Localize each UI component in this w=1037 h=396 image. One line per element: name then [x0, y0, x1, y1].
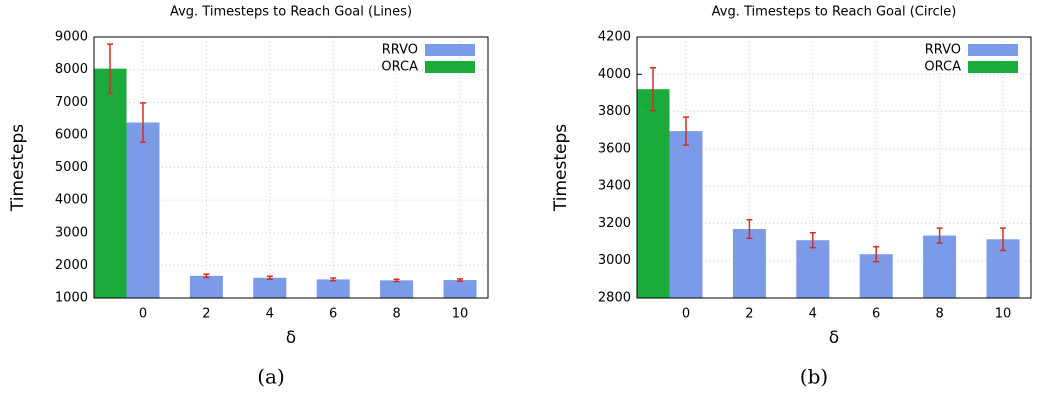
- caption: (b): [800, 365, 828, 389]
- bar: [669, 131, 703, 298]
- legend-swatch: [968, 61, 1018, 73]
- x-tick-label: 2: [202, 307, 210, 322]
- y-tick-label: 3600: [598, 141, 631, 156]
- plot-frame: [93, 36, 489, 299]
- y-tick-label: 2800: [598, 291, 631, 306]
- y-tick-label: 8000: [55, 62, 88, 77]
- y-tick-label: 4200: [598, 30, 631, 45]
- legend-label: RRVO: [382, 43, 418, 58]
- y-tick-label: 6000: [55, 127, 88, 142]
- legend-swatch: [425, 44, 475, 56]
- x-tick-label: 10: [995, 307, 1012, 322]
- x-tick-label: 10: [452, 307, 469, 322]
- x-tick-label: 4: [266, 307, 274, 322]
- chart-title: Avg. Timesteps to Reach Goal (Lines): [170, 5, 412, 20]
- bar: [189, 275, 223, 298]
- y-tick-label: 9000: [55, 30, 88, 45]
- bar: [93, 68, 127, 299]
- x-tick-label: 6: [872, 307, 880, 322]
- x-tick-label: 8: [392, 307, 400, 322]
- legend-label: ORCA: [381, 60, 418, 75]
- y-tick-label: 1000: [55, 291, 88, 306]
- x-tick-label: 0: [139, 307, 147, 322]
- bar: [443, 280, 477, 298]
- bar: [253, 277, 287, 298]
- y-tick-label: 3800: [598, 104, 631, 119]
- x-tick-label: 4: [809, 307, 817, 322]
- caption: (a): [257, 365, 285, 389]
- y-tick-label: 4000: [55, 193, 88, 208]
- bar: [636, 89, 670, 298]
- legend-swatch: [968, 44, 1018, 56]
- bar: [732, 229, 766, 298]
- legend-label: RRVO: [925, 43, 961, 58]
- legend-swatch: [425, 61, 475, 73]
- bar: [923, 235, 957, 298]
- chart-title: Avg. Timesteps to Reach Goal (Circle): [712, 5, 957, 20]
- legend-label: ORCA: [924, 60, 961, 75]
- x-axis-label: δ: [286, 328, 296, 348]
- plot-frame: [636, 36, 1032, 299]
- y-tick-label: 3200: [598, 216, 631, 231]
- y-tick-label: 3400: [598, 179, 631, 194]
- y-tick-label: 3000: [55, 225, 88, 240]
- bar: [796, 240, 830, 298]
- y-tick-label: 4000: [598, 67, 631, 82]
- x-tick-label: 8: [935, 307, 943, 322]
- y-tick-label: 2000: [55, 258, 88, 273]
- y-tick-label: 3000: [598, 253, 631, 268]
- bar: [316, 279, 350, 298]
- x-tick-label: 6: [329, 307, 337, 322]
- bar: [126, 122, 160, 298]
- y-tick-label: 5000: [55, 160, 88, 175]
- x-axis-label: δ: [829, 328, 839, 348]
- y-axis-label: Timesteps: [551, 124, 571, 212]
- x-tick-label: 2: [745, 307, 753, 322]
- y-axis-label: Timesteps: [8, 124, 28, 212]
- y-tick-label: 7000: [55, 95, 88, 110]
- bar: [380, 280, 414, 298]
- x-tick-label: 0: [682, 307, 690, 322]
